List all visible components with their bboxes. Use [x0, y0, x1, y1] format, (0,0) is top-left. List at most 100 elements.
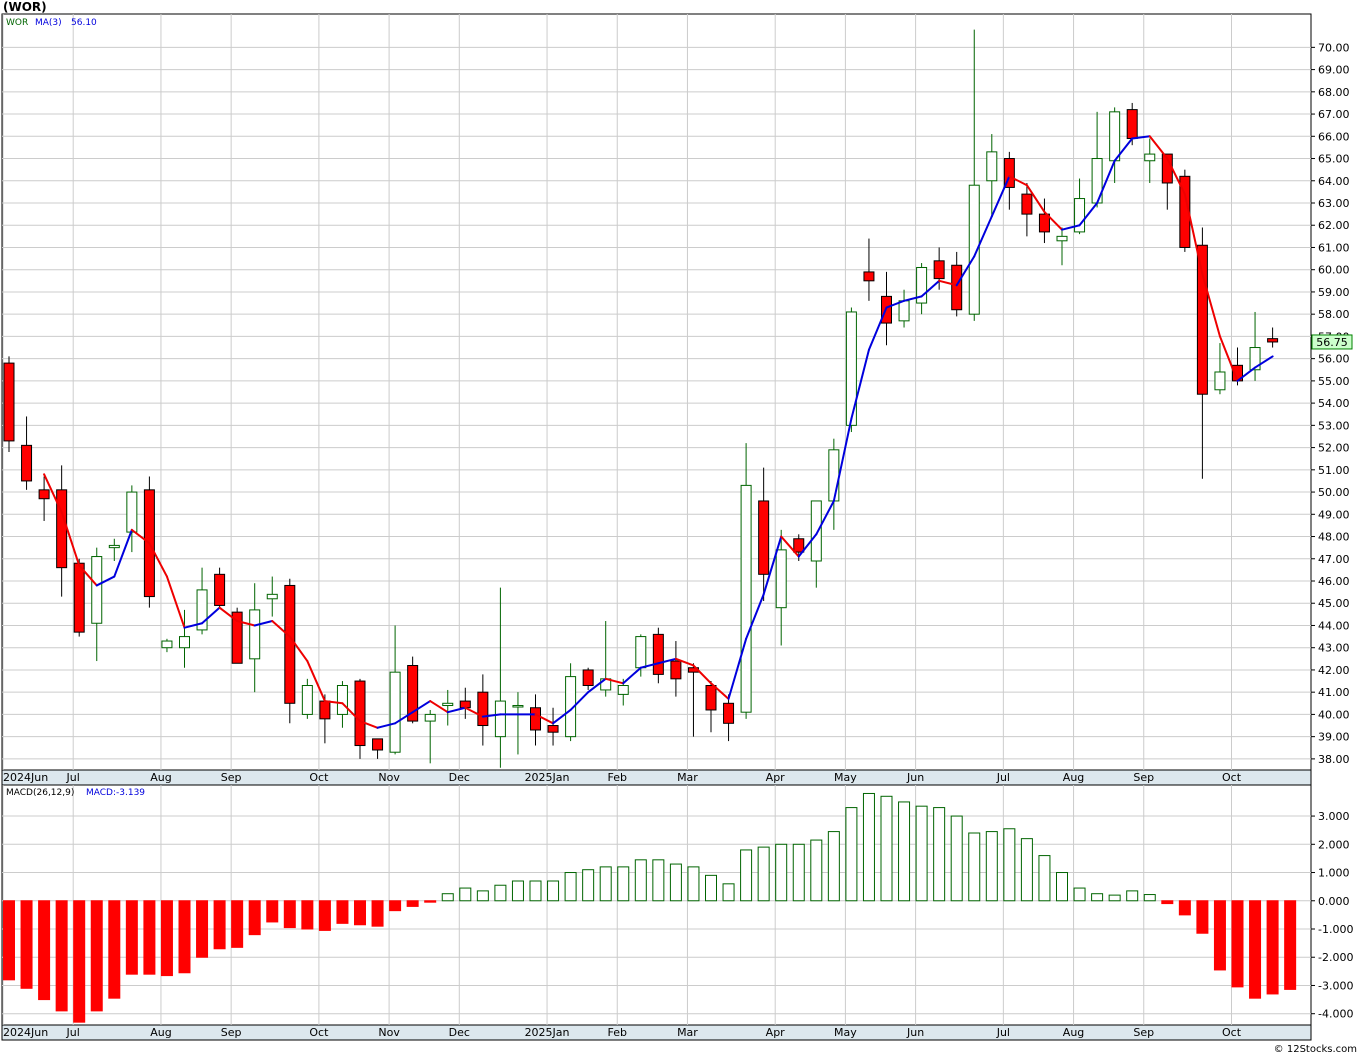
candle-body: [652, 633, 664, 675]
macd-bar-negative: [178, 900, 191, 974]
price-tick-label: 60.00: [1318, 264, 1350, 277]
macd-bar-negative: [213, 900, 226, 950]
candle-down: [758, 467, 770, 602]
ma-segment: [446, 706, 467, 714]
ma-segment: [201, 606, 221, 625]
price-x-label: Sep: [221, 771, 242, 784]
candle-up: [1214, 343, 1226, 395]
price-tick-label: 41.00: [1318, 686, 1350, 699]
candle-body: [512, 705, 524, 708]
ma-segment: [955, 255, 976, 287]
candle-body: [635, 636, 647, 669]
price-x-label: Apr: [766, 771, 786, 784]
candle-down: [933, 247, 945, 290]
candle-body: [705, 685, 717, 711]
macd-tick-label: -2.000: [1318, 951, 1353, 964]
candle-body: [530, 707, 541, 731]
macd-bar-positive: [441, 893, 454, 902]
candle-body: [1056, 235, 1068, 242]
last-price-marker: 56.75: [1311, 334, 1353, 350]
macd-tick-label: -1.000: [1318, 923, 1353, 936]
candle-body: [73, 562, 85, 633]
price-tick-label: 46.00: [1318, 575, 1350, 588]
candle-body: [21, 444, 33, 482]
price-tick-label: 55.00: [1318, 375, 1350, 388]
macd-bar-negative: [196, 900, 209, 958]
macd-bar-positive: [687, 866, 700, 902]
ma-segment: [710, 682, 730, 700]
macd-bar-positive: [1020, 838, 1033, 902]
candle-body: [986, 151, 998, 182]
candle-down: [3, 356, 15, 453]
candle-body: [407, 664, 419, 722]
candle-body: [898, 300, 910, 322]
macd-label: MACD(26,12,9): [6, 788, 74, 798]
candle-up: [442, 689, 454, 726]
candle-up: [810, 500, 822, 588]
macd-bar-positive: [1038, 855, 1051, 902]
candle-down: [530, 694, 541, 746]
macd-bar-positive: [1091, 893, 1104, 902]
candle-body: [565, 676, 577, 738]
price-x-label: Aug: [150, 771, 171, 784]
price-x-label: Nov: [378, 771, 400, 784]
price-tick-label: 49.00: [1318, 508, 1350, 521]
ma-value: 56.10: [71, 18, 97, 28]
ma-segment: [95, 575, 116, 587]
price-tick-label: 40.00: [1318, 708, 1350, 721]
macd-bar-positive: [757, 846, 770, 902]
candle-up: [266, 576, 278, 617]
candle-up: [740, 443, 752, 719]
macd-bar-positive: [705, 874, 717, 902]
ma-segment: [780, 535, 800, 558]
candle-body: [810, 500, 822, 562]
macd-bar-positive: [810, 839, 823, 902]
ma-segment: [745, 593, 765, 640]
ma-segment: [552, 708, 572, 725]
candle-down: [863, 238, 875, 301]
macd-bar-positive: [652, 859, 665, 902]
ma-segment: [1218, 335, 1239, 382]
candle-body: [845, 311, 857, 426]
ma-segment: [253, 620, 274, 627]
ma-segment: [271, 620, 291, 638]
price-tick-label: 70.00: [1318, 41, 1350, 54]
ma-segment: [1113, 137, 1134, 162]
macd-bar-positive: [494, 884, 507, 902]
macd-x-axis-labels: 2024Jun Jul Aug Sep Oct Nov Dec 2025Jan Feb Mar Ap…: [3, 1026, 1242, 1039]
macd-x-label: Jul: [66, 1026, 80, 1039]
macd-bar-positive: [1003, 828, 1016, 902]
candle-body: [670, 660, 682, 680]
macd-bar-positive: [582, 869, 595, 902]
moving-average-line: [43, 135, 1274, 729]
candle-body: [442, 702, 454, 707]
price-tick-label: 42.00: [1318, 664, 1350, 677]
macd-bar-positive: [529, 880, 542, 902]
macd-tick-label: -4.000: [1318, 1008, 1353, 1021]
price-tick-label: 39.00: [1318, 731, 1350, 744]
ma-segment: [218, 606, 239, 623]
candle-up: [424, 709, 436, 764]
ma-segment: [394, 711, 414, 725]
macd-tick-label: -3.000: [1318, 979, 1353, 992]
macd-bar-negative: [283, 900, 296, 929]
macd-bar-positive: [950, 815, 963, 902]
price-x-label: Jun: [906, 771, 924, 784]
macd-bar-positive: [634, 859, 647, 902]
ma-segment: [341, 702, 361, 723]
candle-down: [1038, 198, 1050, 244]
candle-body: [828, 449, 840, 502]
ma-segment: [815, 499, 835, 536]
candle-body: [126, 491, 138, 533]
macd-x-label: Sep: [1133, 1026, 1154, 1039]
macd-bar-negative: [55, 900, 68, 1012]
macd-bar-positive: [898, 801, 911, 902]
candle-body: [933, 260, 945, 280]
candle-body: [740, 484, 752, 713]
ma-segment: [797, 533, 818, 558]
candle-body: [617, 685, 629, 695]
candle-down: [1267, 327, 1279, 348]
macd-bar-positive: [827, 831, 840, 902]
macd-bar-positive: [862, 792, 875, 902]
candle-body: [1074, 198, 1086, 233]
